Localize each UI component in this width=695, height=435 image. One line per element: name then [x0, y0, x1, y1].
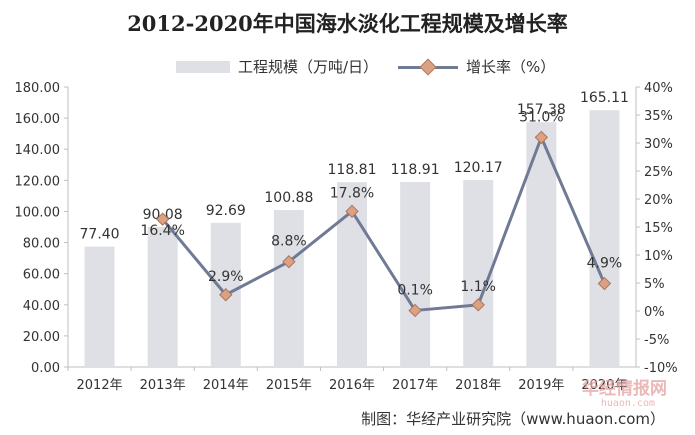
bar-value-label: 118.81	[328, 162, 377, 178]
growth-line	[161, 135, 606, 312]
x-tick-label: 2014年	[203, 378, 249, 393]
bar-value-label: 118.91	[391, 162, 440, 178]
x-tick-label: 2017年	[392, 378, 438, 393]
y-right-tick-label: -10%	[644, 361, 678, 376]
growth-value-label: 2.9%	[208, 269, 244, 285]
x-tick-label: 2015年	[266, 378, 312, 393]
source-footer: 制图：华经产业研究院（www.huaon.com）	[361, 410, 665, 428]
bar-value-label: 157.38	[517, 102, 566, 118]
y-right-tick-label: 35%	[644, 109, 673, 124]
growth-value-label: 31.0%	[519, 109, 563, 125]
growth-value-label: 4.9%	[587, 256, 623, 272]
legend-line-swatch	[398, 59, 458, 75]
y-right-tick-label: -5%	[644, 333, 669, 348]
bar-value-label: 92.69	[206, 203, 246, 219]
bar	[84, 246, 115, 367]
y-right-tick-label: 5%	[644, 277, 665, 292]
legend-label-growth: 增长率（%）	[466, 58, 556, 76]
y-left-tick-label: 80.00	[23, 237, 60, 252]
y-right-tick-label: 10%	[644, 249, 673, 264]
chart-title: 2012-2020年中国海水淡化工程规模及增长率	[127, 11, 568, 36]
growth-value-label: 17.8%	[330, 185, 374, 201]
bar	[147, 226, 178, 367]
legend-item-growth: 增长率（%）	[398, 56, 555, 77]
bar	[400, 182, 431, 367]
growth-marker	[534, 130, 549, 145]
y-right-tick-label: 40%	[644, 81, 673, 96]
growth-marker	[345, 204, 359, 219]
y-left-tick-label: 120.00	[15, 174, 61, 189]
x-tick-label: 2019年	[518, 378, 564, 393]
x-tick-label: 2016年	[329, 378, 375, 393]
watermark-logo: 华经情报网	[582, 379, 667, 399]
legend-item-scale: 工程规模（万吨/日）	[176, 56, 378, 77]
x-tick-label: 2012年	[77, 378, 123, 393]
growth-marker	[408, 303, 422, 318]
growth-marker	[282, 255, 296, 269]
y-right-tick-label: 0%	[644, 305, 665, 320]
chart-legend: 工程规模（万吨/日） 增长率（%）	[0, 56, 695, 80]
legend-bar-swatch	[176, 60, 230, 73]
x-tick-label: 2018年	[455, 378, 501, 393]
bar-value-label: 165.11	[580, 90, 629, 106]
watermark-url: huaon.com	[600, 398, 655, 409]
y-left-tick-label: 160.00	[15, 112, 61, 127]
bar	[273, 210, 304, 367]
growth-marker	[471, 298, 485, 312]
y-left-tick-label: 100.00	[15, 205, 61, 220]
y-left-tick-label: 140.00	[15, 143, 61, 158]
x-tick-label: 2013年	[140, 378, 186, 393]
growth-value-label: 8.8%	[271, 234, 307, 250]
growth-marker	[155, 212, 170, 226]
y-right-tick-label: 25%	[644, 165, 673, 180]
x-tick-label: 2020年	[581, 378, 627, 393]
y-left-tick-label: 20.00	[23, 330, 60, 345]
legend-label-scale: 工程规模（万吨/日）	[238, 58, 379, 76]
bar-value-label: 77.40	[80, 227, 120, 243]
bar-value-label: 120.17	[454, 160, 503, 176]
y-left-tick-label: 60.00	[23, 268, 60, 283]
y-right-tick-label: 30%	[644, 137, 673, 152]
bar	[589, 110, 620, 367]
y-left-tick-label: 40.00	[23, 299, 60, 314]
growth-value-label: 0.1%	[397, 282, 433, 298]
growth-value-label: 16.4%	[140, 223, 184, 239]
y-left-tick-label: 0.00	[31, 361, 60, 376]
growth-marker	[219, 288, 233, 302]
y-right-tick-label: 20%	[644, 193, 673, 208]
bar-value-label: 100.88	[264, 190, 313, 206]
y-left-tick-label: 180.00	[15, 81, 61, 96]
y-right-tick-label: 15%	[644, 221, 673, 236]
growth-marker	[597, 276, 612, 291]
bar	[463, 180, 494, 367]
growth-value-label: 1.1%	[460, 279, 496, 295]
